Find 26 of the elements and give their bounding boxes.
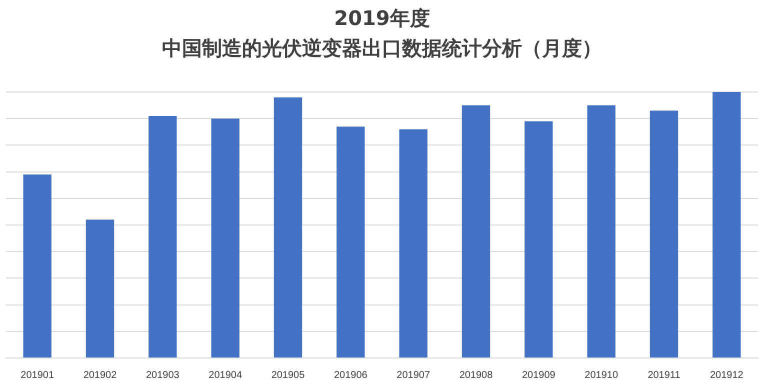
x-tick-label: 201911 [648,370,681,381]
x-tick-label: 201907 [396,370,430,381]
x-tick-label: 201909 [522,370,556,381]
bar [712,92,741,358]
bar [148,116,177,358]
x-tick-label: 201903 [146,370,180,381]
x-tick-label: 201904 [208,370,242,381]
bar [587,105,616,358]
x-tick-label: 201905 [271,370,306,381]
bar [524,121,553,358]
bar [462,105,490,358]
x-tick-label: 201912 [710,370,744,381]
bar [23,174,52,358]
x-tick-label: 201901 [20,370,54,381]
bar [211,118,240,358]
x-tick-label: 201908 [459,370,494,381]
bar [86,220,114,358]
bar [336,126,365,358]
bar [274,97,302,358]
chart-title: 2019年度 [334,6,430,30]
x-tick-label: 201906 [334,370,368,381]
bar [650,110,678,358]
x-tick-label: 201902 [83,370,118,381]
chart-subtitle: 中国制造的光伏逆变器出口数据统计分析（月度） [162,36,602,60]
bar [399,129,428,358]
x-tick-label: 201910 [584,370,618,381]
